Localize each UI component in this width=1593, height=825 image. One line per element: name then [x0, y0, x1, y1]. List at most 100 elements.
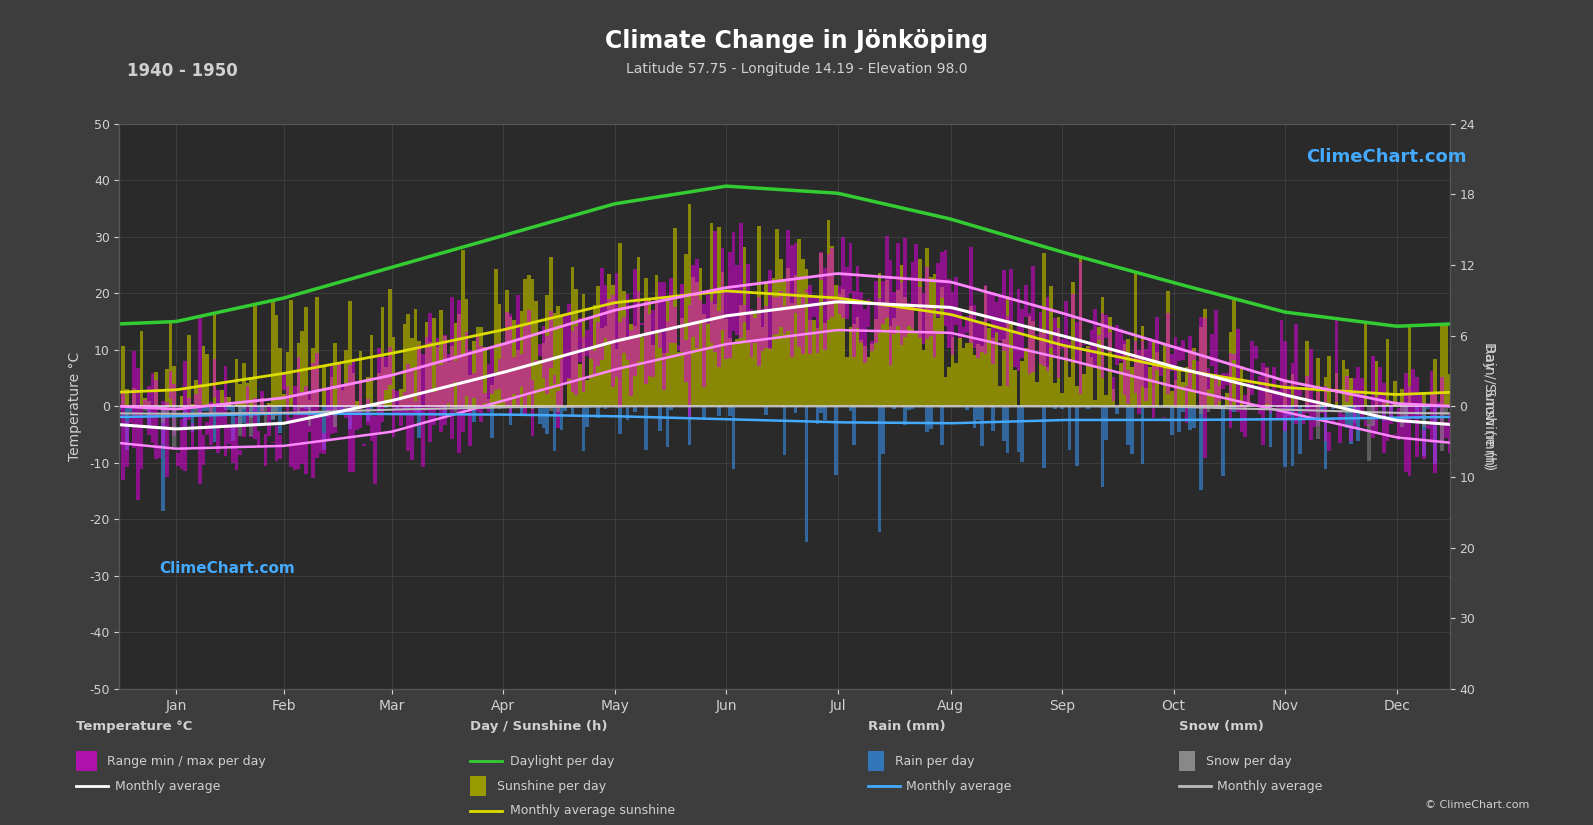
Bar [666, 406, 669, 447]
Bar [1290, 406, 1295, 465]
Bar [1144, 406, 1149, 408]
Bar [782, 306, 787, 334]
Bar [875, 280, 878, 342]
Bar [1177, 346, 1180, 361]
Bar [804, 289, 808, 293]
Bar [1050, 285, 1053, 406]
Bar [355, 401, 358, 406]
Bar [604, 285, 607, 338]
Bar [878, 298, 881, 333]
Bar [553, 375, 556, 384]
Bar [943, 250, 948, 326]
Bar [344, 350, 347, 406]
Bar [161, 406, 166, 423]
Bar [669, 301, 674, 406]
Bar [370, 335, 373, 406]
Bar [790, 245, 793, 357]
Bar [440, 365, 443, 431]
Bar [460, 355, 465, 432]
Bar [855, 266, 860, 328]
Bar [808, 285, 812, 355]
Bar [550, 257, 553, 406]
Bar [918, 259, 922, 406]
Bar [1367, 406, 1372, 461]
Bar [545, 406, 550, 434]
Bar [1341, 360, 1346, 406]
Bar [1056, 317, 1061, 406]
Bar [1239, 406, 1243, 431]
Bar [468, 350, 472, 446]
Bar [1200, 406, 1203, 414]
Bar [808, 319, 812, 406]
Bar [527, 310, 530, 395]
Bar [819, 252, 824, 406]
Bar [220, 390, 223, 406]
Bar [143, 398, 147, 406]
Bar [212, 359, 217, 397]
Bar [209, 406, 212, 416]
Bar [147, 386, 150, 436]
Bar [841, 238, 844, 318]
Bar [491, 406, 494, 438]
Bar [472, 374, 476, 398]
Bar [849, 328, 852, 406]
Bar [637, 257, 640, 406]
Bar [559, 360, 564, 406]
Bar [663, 282, 666, 389]
Bar [307, 393, 311, 432]
Bar [965, 316, 969, 333]
Bar [977, 406, 980, 420]
Bar [1360, 378, 1364, 417]
Bar [787, 268, 790, 406]
Bar [440, 310, 443, 406]
Bar [1078, 257, 1082, 406]
Bar [451, 297, 454, 439]
Bar [663, 353, 666, 406]
Bar [172, 366, 177, 406]
Bar [911, 406, 914, 409]
Bar [937, 318, 940, 406]
Bar [892, 292, 895, 334]
Bar [1078, 262, 1082, 394]
Bar [1346, 406, 1349, 428]
Bar [260, 406, 264, 411]
Bar [161, 401, 166, 445]
Bar [1016, 289, 1020, 371]
Bar [1027, 315, 1031, 406]
Bar [691, 265, 695, 337]
Bar [621, 290, 626, 406]
Text: Rain per day: Rain per day [895, 755, 975, 768]
Bar [479, 346, 483, 422]
Bar [709, 223, 714, 406]
Bar [220, 404, 223, 428]
Bar [812, 320, 816, 406]
Bar [319, 416, 322, 453]
Bar [315, 353, 319, 458]
Bar [322, 406, 327, 450]
Bar [1349, 378, 1352, 406]
Bar [1375, 361, 1378, 406]
Bar [1372, 406, 1375, 427]
Bar [352, 359, 355, 472]
Bar [378, 406, 381, 409]
Bar [451, 346, 454, 406]
Text: ClimeChart.com: ClimeChart.com [1306, 148, 1467, 167]
Bar [1251, 342, 1254, 395]
Bar [929, 406, 932, 429]
Bar [373, 417, 378, 484]
Bar [124, 389, 129, 406]
Bar [307, 406, 311, 427]
Bar [1423, 406, 1426, 456]
Bar [867, 299, 870, 327]
Bar [378, 347, 381, 432]
Bar [545, 337, 550, 394]
Bar [435, 338, 440, 410]
Bar [585, 406, 589, 427]
Bar [878, 272, 881, 406]
Bar [593, 351, 596, 376]
Bar [406, 314, 409, 406]
Bar [695, 282, 699, 406]
Bar [1434, 359, 1437, 406]
Bar [223, 366, 228, 455]
Bar [304, 308, 307, 406]
